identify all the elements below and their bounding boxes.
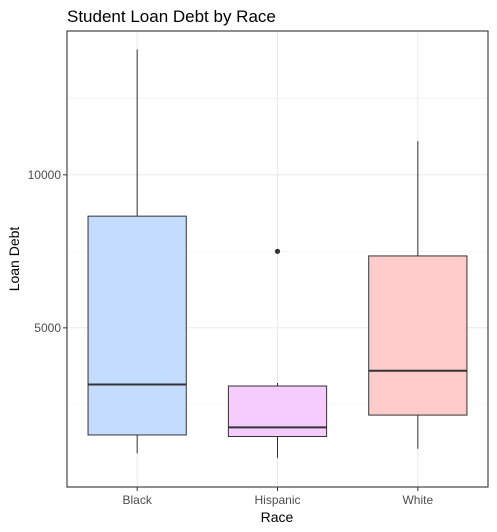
boxes <box>87 49 468 458</box>
x-tick-label: Hispanic <box>254 493 300 507</box>
box-iqr <box>227 385 328 438</box>
x-axis: Black Hispanic White <box>122 487 433 507</box>
chart-title: Student Loan Debt by Race <box>67 7 276 26</box>
y-tick-label: 5000 <box>34 321 61 335</box>
y-axis-title: Loan Debt <box>6 227 22 292</box>
y-tick-label: 10000 <box>28 168 62 182</box>
x-axis-title: Race <box>261 509 294 525</box>
y-axis: 5000 10000 <box>28 168 67 335</box>
box-white <box>368 141 468 449</box>
box-hispanic <box>227 248 328 458</box>
box-iqr <box>368 255 468 416</box>
box-iqr <box>87 215 187 436</box>
outlier-point <box>274 248 281 254</box>
x-tick-label: Black <box>122 493 152 507</box>
box-black <box>87 49 187 454</box>
x-tick-label: White <box>402 493 433 507</box>
